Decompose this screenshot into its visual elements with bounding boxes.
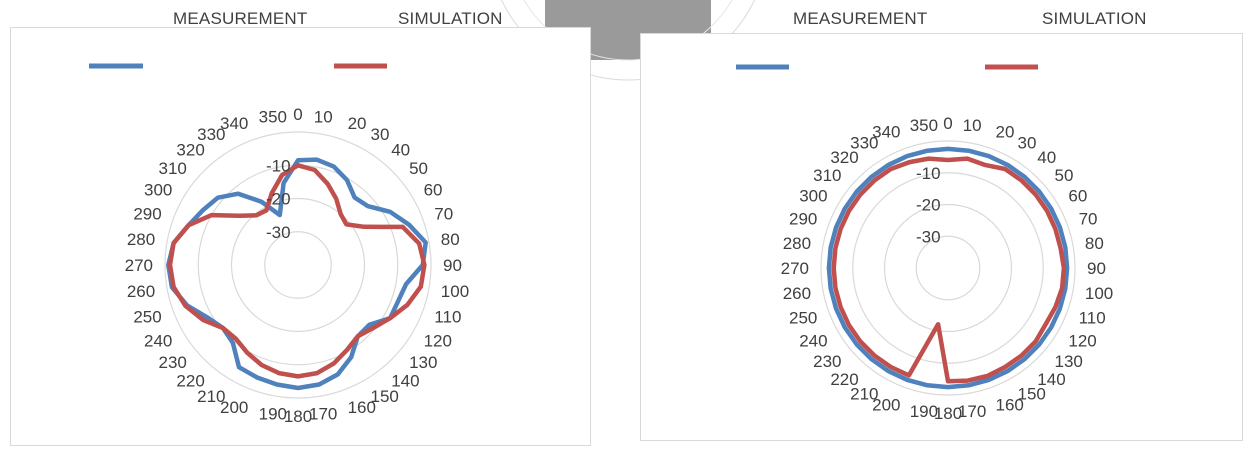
- series-line-measurement: [826, 146, 1070, 390]
- angle-tick-label: 140: [391, 372, 419, 391]
- radial-tick-label: -30: [916, 227, 941, 246]
- angle-tick-label: 280: [127, 230, 155, 249]
- grid-ring: [883, 203, 1013, 333]
- angle-tick-label: 20: [996, 123, 1015, 142]
- series-line-measurement: [166, 157, 428, 391]
- angle-tick-label: 160: [348, 398, 376, 417]
- angle-tick-label: 80: [441, 230, 460, 249]
- angle-tick-label: 50: [1055, 166, 1074, 185]
- angle-tick-label: 200: [220, 398, 248, 417]
- angle-tick-label: 30: [1018, 133, 1037, 152]
- angle-tick-label: 330: [850, 133, 878, 152]
- angle-tick-label: 190: [259, 405, 287, 424]
- angle-tick-label: 260: [127, 282, 155, 301]
- angle-tick-label: 270: [781, 259, 809, 278]
- angle-tick-label: 300: [799, 187, 827, 206]
- angle-tick-label: 40: [1037, 148, 1056, 167]
- angle-tick-label: 10: [963, 116, 982, 135]
- legend-label-measurement-left: MEASUREMENT: [173, 9, 308, 28]
- angle-tick-label: 150: [371, 387, 399, 406]
- angle-tick-label: 70: [1079, 209, 1098, 228]
- angle-tick-label: 250: [789, 309, 817, 328]
- angle-tick-label: 350: [259, 107, 287, 126]
- angle-tick-label: 100: [1085, 284, 1113, 303]
- angle-tick-label: 70: [434, 204, 453, 223]
- angle-tick-label: 150: [1018, 385, 1046, 404]
- angle-tick-label: 340: [872, 123, 900, 142]
- angle-tick-label: 130: [1055, 352, 1083, 371]
- angle-tick-label: 340: [220, 114, 248, 133]
- radial-tick-label: -20: [266, 190, 291, 209]
- chart-panel-right: -10 -20 -30 0 10 20 30 40 50 60 70 80 90 100 110 120 130…: [640, 33, 1243, 441]
- angle-tick-label: 0: [293, 105, 302, 124]
- angle-tick-label: 210: [850, 385, 878, 404]
- angle-tick-label: 190: [910, 402, 938, 421]
- series-line-simulation: [831, 156, 1067, 384]
- angle-tick-label: 250: [133, 308, 161, 327]
- angle-tick-label: 240: [144, 332, 172, 351]
- angle-tick-label: 90: [1087, 259, 1106, 278]
- angle-tick-label: 140: [1037, 370, 1065, 389]
- angle-tick-label: 120: [1068, 332, 1096, 351]
- grid-ring: [820, 140, 1076, 396]
- angle-tick-label: 170: [958, 402, 986, 421]
- grid-ring: [264, 231, 332, 299]
- angle-tick-label: 30: [371, 125, 390, 144]
- angle-tick-label: 20: [348, 114, 367, 133]
- angle-tick-label: 220: [176, 372, 204, 391]
- angle-tick-label: 310: [159, 159, 187, 178]
- legend-label-simulation-right: SIMULATION: [1042, 9, 1147, 28]
- angle-tick-label: 300: [144, 181, 172, 200]
- angle-tick-label: 40: [391, 140, 410, 159]
- angle-tick-label: 50: [409, 159, 428, 178]
- radial-tick-label: -10: [916, 164, 941, 183]
- chart-panel-left: -10 -20 -30 0 10 20 30 40 50 60 70 80 90 100 110 120 130…: [10, 27, 591, 446]
- radial-tick-label: -10: [266, 156, 291, 175]
- radial-tick-label: -20: [916, 196, 941, 215]
- angle-tick-label: 210: [197, 387, 225, 406]
- angle-tick-label: 240: [799, 332, 827, 351]
- angle-tick-label: 230: [813, 352, 841, 371]
- angle-tick-label: 330: [197, 125, 225, 144]
- angle-tick-label: 0: [943, 114, 952, 133]
- angle-tick-label: 170: [309, 405, 337, 424]
- series-line-simulation: [167, 163, 427, 379]
- grid-ring: [230, 197, 366, 333]
- angle-tick-label: 90: [443, 256, 462, 275]
- legend-label-measurement-right: MEASUREMENT: [793, 9, 928, 28]
- angle-tick-label: 230: [159, 353, 187, 372]
- angle-tick-label: 350: [910, 116, 938, 135]
- angle-tick-label: 110: [434, 308, 461, 327]
- grid-ring: [164, 131, 432, 399]
- angle-tick-label: 180: [934, 404, 962, 423]
- angle-tick-label: 120: [424, 332, 452, 351]
- angle-tick-label: 320: [176, 140, 204, 159]
- angle-tick-label: 60: [1068, 187, 1087, 206]
- angle-tick-label: 160: [996, 395, 1024, 414]
- angle-tick-label: 200: [872, 395, 900, 414]
- angle-tick-label: 130: [409, 353, 437, 372]
- angle-tick-label: 280: [783, 234, 811, 253]
- angle-tick-label: 220: [830, 370, 858, 389]
- angle-tick-label: 180: [284, 407, 312, 426]
- angle-tick-label: 320: [830, 148, 858, 167]
- grid-ring: [915, 235, 981, 301]
- angle-tick-label: 260: [783, 284, 811, 303]
- angle-tick-label: 290: [133, 204, 161, 223]
- angle-tick-label: 10: [314, 107, 333, 126]
- grid-ring: [852, 172, 1044, 364]
- angle-tick-label: 310: [813, 166, 841, 185]
- legend-label-simulation-left: SIMULATION: [398, 9, 503, 28]
- angle-tick-label: 270: [125, 256, 153, 275]
- angle-tick-label: 60: [424, 181, 443, 200]
- angle-tick-label: 80: [1085, 234, 1104, 253]
- radial-tick-label: -30: [266, 223, 291, 242]
- angle-tick-label: 110: [1079, 309, 1106, 328]
- angle-tick-label: 290: [789, 209, 817, 228]
- angle-tick-label: 100: [441, 282, 469, 301]
